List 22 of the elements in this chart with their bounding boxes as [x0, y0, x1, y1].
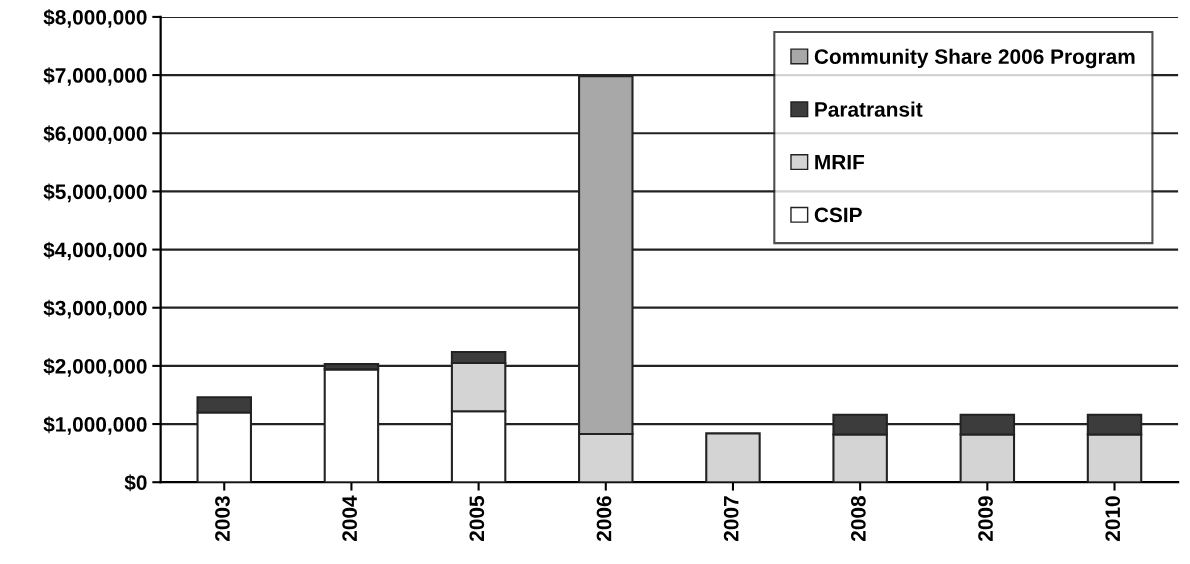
- x-tick-label: 2007: [723, 496, 739, 542]
- y-tick-label: $1,000,000: [43, 416, 147, 435]
- legend-label: Paratransit: [815, 101, 923, 117]
- x-tick-label: 2010: [1105, 496, 1121, 542]
- y-tick-label: $0: [124, 474, 147, 492]
- y-tick-label: $8,000,000: [43, 9, 147, 28]
- y-tick-label: $3,000,000: [43, 299, 147, 319]
- x-tick-label: 2006: [596, 496, 612, 542]
- x-tick-label: 2005: [469, 495, 485, 542]
- bar: [705, 432, 761, 483]
- x-tick-label: 2003: [215, 496, 230, 542]
- y-tick-label: $5,000,000: [43, 183, 147, 203]
- y-tick-label: $6,000,000: [43, 125, 147, 145]
- legend-label: Community Share 2006 Program: [814, 48, 1135, 69]
- y-tick-label: $4,000,000: [43, 241, 147, 261]
- x-tick-label: 2009: [978, 496, 993, 542]
- y-tick-label: $7,000,000: [43, 67, 147, 86]
- y-tick-label: $2,000,000: [43, 357, 147, 377]
- legend-label: MRIF: [815, 155, 865, 170]
- x-tick-label: 2004: [342, 495, 358, 542]
- legend-label: CSIP: [814, 207, 862, 223]
- x-tick-label: 2008: [850, 496, 866, 542]
